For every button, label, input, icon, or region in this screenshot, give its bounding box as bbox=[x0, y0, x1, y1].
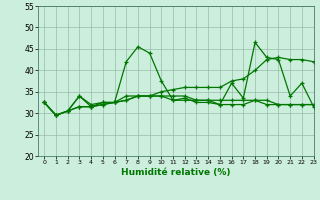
X-axis label: Humidité relative (%): Humidité relative (%) bbox=[121, 168, 231, 177]
